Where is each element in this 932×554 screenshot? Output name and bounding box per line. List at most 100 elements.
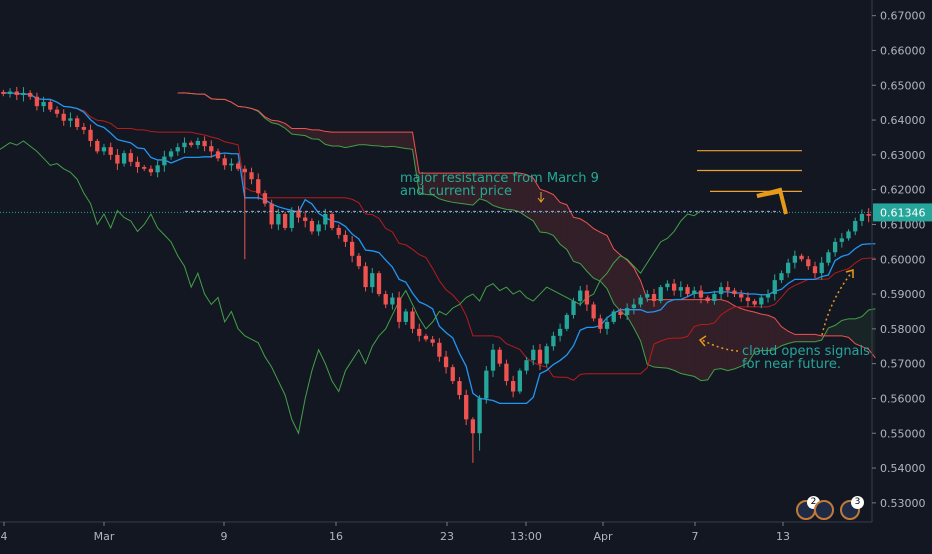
cloud-segment — [661, 300, 668, 369]
candle-body — [645, 294, 649, 297]
candle-body — [464, 395, 468, 419]
flag-badge-icon[interactable]: 2 — [796, 500, 816, 520]
candle-body — [538, 350, 542, 364]
cloud-segment — [379, 132, 386, 147]
candle-body — [21, 93, 25, 95]
candle-body — [276, 214, 280, 224]
candle-body — [498, 350, 502, 364]
candle-body — [659, 287, 663, 301]
time-tick-label: 23 — [440, 530, 454, 543]
cloud-segment — [359, 132, 366, 145]
candle-body — [162, 157, 166, 166]
candle-body — [370, 273, 374, 287]
candle-body — [632, 305, 636, 308]
candle-body — [551, 336, 555, 346]
candle-body — [202, 141, 206, 146]
candle-body — [8, 92, 12, 94]
candle-body — [149, 169, 153, 172]
candle-body — [799, 256, 803, 259]
candle-body — [471, 419, 475, 433]
current-price-label: 0.61346 — [880, 206, 926, 219]
candle-body — [860, 214, 864, 221]
cloud-segment — [667, 300, 674, 371]
cloud-segment — [688, 300, 695, 377]
candle-body — [377, 273, 381, 294]
candle-body — [578, 291, 582, 301]
candle-body — [739, 294, 743, 297]
candle-body — [384, 294, 388, 304]
candle-body — [504, 364, 508, 381]
candle-body — [612, 311, 616, 321]
time-tick-label: 4 — [1, 530, 8, 543]
cloud-segment — [560, 202, 567, 249]
candle-body — [417, 329, 421, 336]
candle-body — [115, 155, 119, 164]
candle-body — [591, 305, 595, 319]
cloud-segment — [594, 229, 601, 282]
candle-body — [48, 102, 52, 110]
time-tick-label: 9 — [221, 530, 228, 543]
candle-body — [766, 294, 770, 297]
cloud-segment — [312, 130, 319, 139]
price-tick-label: 0.54000 — [880, 462, 926, 475]
time-tick-label: 7 — [692, 530, 699, 543]
time-tick-label: Mar — [94, 530, 115, 543]
cloud-segment — [399, 132, 406, 148]
resistance-annotation-line2: and current price — [400, 184, 512, 199]
cloud-segment — [386, 132, 393, 147]
cloud-segment — [795, 334, 802, 341]
cloud-segment — [547, 192, 554, 236]
candle-body — [155, 165, 159, 172]
candle-body — [746, 298, 750, 301]
flag-badge-icon[interactable]: 3 — [840, 500, 860, 520]
candle-body — [518, 371, 522, 392]
candle-body — [390, 298, 394, 305]
price-tick-label: 0.53000 — [880, 497, 926, 510]
candle-body — [779, 273, 783, 280]
cloud-segment — [728, 302, 735, 371]
price-tick-label: 0.55000 — [880, 427, 926, 440]
candle-body — [853, 221, 857, 231]
candle-body — [75, 118, 79, 127]
candle-body — [813, 266, 817, 273]
cloud-segment — [392, 132, 399, 147]
candle-body — [109, 147, 113, 155]
candle-body — [685, 287, 689, 294]
candle-body — [759, 298, 763, 305]
time-tick-label: 16 — [329, 530, 343, 543]
candle-body — [310, 221, 314, 231]
candle-body — [15, 92, 19, 95]
flag-badge-icon[interactable] — [814, 500, 834, 520]
candle-body — [249, 172, 253, 179]
cloud-segment — [345, 132, 352, 147]
candle-body — [430, 339, 434, 342]
cloud-segment — [842, 319, 849, 338]
candle-body — [833, 242, 837, 252]
cloud-segment — [372, 132, 379, 146]
price-tick-label: 0.57000 — [880, 358, 926, 371]
candle-body — [41, 102, 45, 106]
candle-body — [820, 263, 824, 273]
candle-body — [410, 311, 414, 328]
price-tick-label: 0.56000 — [880, 392, 926, 405]
time-tick-label: 13 — [776, 530, 790, 543]
candle-body — [82, 127, 86, 130]
candle-body — [786, 263, 790, 273]
candle-body — [223, 158, 227, 165]
candle-body — [62, 114, 66, 121]
candle-body — [330, 214, 334, 228]
candle-body — [605, 322, 609, 329]
candle-body — [196, 141, 200, 145]
candle-body — [840, 238, 844, 241]
candle-body — [404, 311, 408, 321]
candle-body — [719, 287, 723, 294]
candle-body — [88, 130, 92, 141]
price-tick-label: 0.62000 — [880, 184, 926, 197]
candle-body — [424, 336, 428, 339]
candle-body — [270, 204, 274, 225]
candle-body — [323, 214, 327, 224]
candle-body — [692, 291, 696, 294]
